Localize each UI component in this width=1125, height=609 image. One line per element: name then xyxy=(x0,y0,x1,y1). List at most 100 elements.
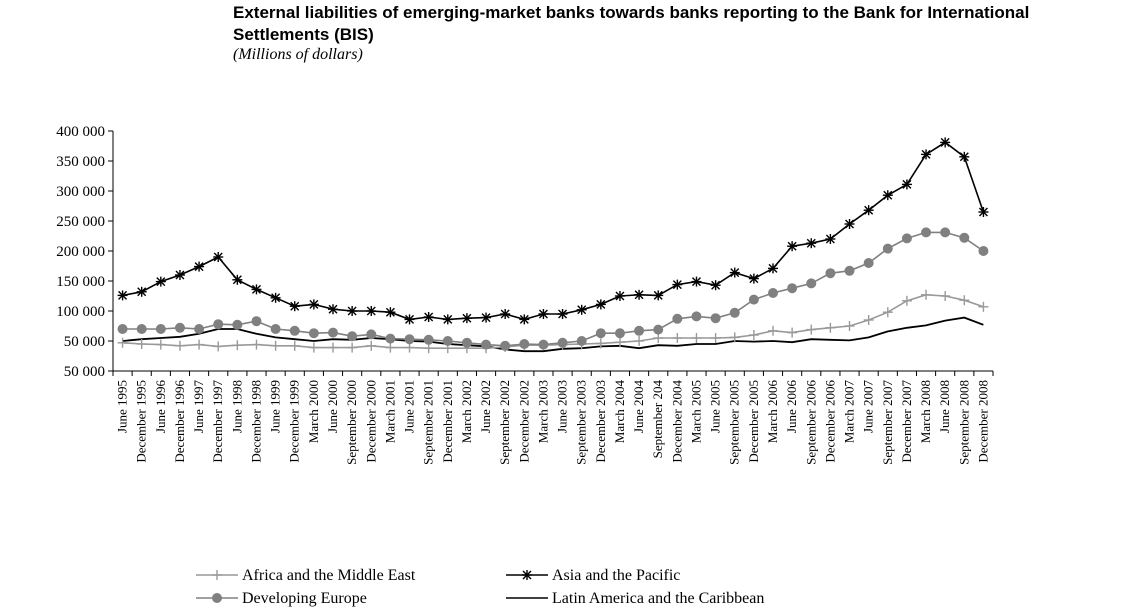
x-tick-label: December 2006 xyxy=(822,380,837,463)
data-point-star xyxy=(653,290,664,301)
x-tick-label: December 1999 xyxy=(287,380,302,463)
data-point-plus xyxy=(212,570,222,580)
x-tick-label: September 2005 xyxy=(727,380,742,465)
data-point-circle xyxy=(634,325,645,336)
data-point-circle xyxy=(289,325,300,336)
data-point-plus xyxy=(328,342,338,353)
data-point-plus xyxy=(194,339,205,350)
x-tick-label: March 2000 xyxy=(306,380,321,443)
x-tick-label: June 2005 xyxy=(708,380,723,433)
data-point-circle xyxy=(251,316,262,327)
data-point-star xyxy=(825,234,836,244)
data-point-plus xyxy=(768,325,778,336)
data-point-plus xyxy=(308,342,319,353)
legend-label: Asia and the Pacific xyxy=(552,567,680,584)
data-point-star xyxy=(672,279,683,290)
chart-title-text: External liabilities of emerging-market … xyxy=(233,3,1030,44)
data-point-star xyxy=(174,270,185,280)
data-point-plus xyxy=(634,336,645,346)
data-point-star xyxy=(308,299,319,310)
data-point-plus xyxy=(825,322,836,333)
data-point-star xyxy=(882,190,893,201)
data-point-plus xyxy=(882,307,893,318)
x-tick-label: September 2003 xyxy=(574,380,589,465)
data-point-plus xyxy=(787,327,798,338)
data-point-star xyxy=(289,301,300,312)
series-line xyxy=(122,316,984,353)
data-point-circle xyxy=(136,324,147,334)
legend-item: Developing Europe xyxy=(196,590,367,607)
data-point-circle xyxy=(921,227,932,238)
legend: Africa and the Middle East Asia and the P… xyxy=(196,567,764,607)
data-point-plus xyxy=(347,342,358,353)
x-tick-label: December 2002 xyxy=(516,380,531,463)
data-point-star xyxy=(595,299,606,310)
x-tick-label: March 2002 xyxy=(459,380,474,443)
data-point-plus xyxy=(117,337,128,348)
data-point-plus xyxy=(270,340,281,351)
x-tick-label: June 2008 xyxy=(937,380,952,433)
data-point-circle xyxy=(557,337,568,348)
data-point-star xyxy=(194,261,205,272)
data-point-circle xyxy=(117,324,128,334)
data-point-circle xyxy=(347,331,358,342)
data-point-plus xyxy=(251,339,262,350)
data-point-circle xyxy=(901,233,912,244)
data-point-plus xyxy=(691,333,702,343)
x-tick-label: June 1996 xyxy=(153,380,168,434)
data-point-plus xyxy=(404,342,415,353)
data-point-star xyxy=(863,205,874,216)
data-point-star xyxy=(710,280,721,291)
data-point-star xyxy=(519,314,530,325)
data-point-circle xyxy=(787,283,798,294)
data-point-star xyxy=(959,151,970,162)
data-point-plus xyxy=(806,324,817,335)
data-point-star xyxy=(538,309,549,319)
data-point-circle xyxy=(595,328,606,339)
x-tick-label: June 2000 xyxy=(325,380,340,433)
data-point-star xyxy=(442,314,453,325)
x-tick-label: September 2000 xyxy=(344,380,359,465)
x-tick-label: December 2007 xyxy=(899,380,914,463)
data-point-plus xyxy=(289,340,300,351)
x-tick-label: June 1997 xyxy=(191,380,206,434)
data-point-circle xyxy=(940,227,951,238)
data-point-circle xyxy=(328,327,338,338)
data-point-star xyxy=(614,291,625,301)
data-point-plus xyxy=(978,301,989,312)
x-tick-label: June 1998 xyxy=(229,380,244,433)
data-point-plus xyxy=(366,340,377,351)
x-tick-label: December 2005 xyxy=(746,380,761,463)
data-point-star xyxy=(748,273,759,284)
legend-item: Asia and the Pacific xyxy=(506,567,680,584)
data-point-circle xyxy=(882,243,893,254)
y-tick-label: 50 000 xyxy=(64,334,105,350)
data-point-circle xyxy=(691,311,702,322)
series-developing-europe xyxy=(117,227,989,351)
data-point-star xyxy=(787,241,798,252)
data-point-star xyxy=(557,309,568,319)
data-point-plus xyxy=(423,343,434,354)
data-point-circle xyxy=(385,333,396,344)
data-point-star xyxy=(270,292,281,303)
data-point-circle xyxy=(748,294,759,305)
data-point-star xyxy=(117,290,128,301)
y-tick-label: 250 000 xyxy=(56,214,105,230)
series-line xyxy=(122,231,984,347)
x-tick-label: June 2003 xyxy=(555,380,570,433)
data-point-circle xyxy=(500,340,511,351)
x-tick-label: September 2007 xyxy=(880,380,895,465)
data-point-star xyxy=(251,284,262,295)
data-point-circle xyxy=(863,258,874,268)
x-tick-label: September 2006 xyxy=(803,380,818,465)
x-tick-label: March 2004 xyxy=(612,380,627,444)
series-latin-america-and-the-caribbean xyxy=(122,316,984,353)
x-tick-label: June 2007 xyxy=(861,380,876,434)
data-point-star xyxy=(806,238,817,249)
x-tick-label: December 1996 xyxy=(172,380,187,463)
data-point-circle xyxy=(653,324,664,335)
x-tick-label: December 2001 xyxy=(440,380,455,463)
data-point-plus xyxy=(213,341,224,352)
x-tick-label: December 2003 xyxy=(593,380,608,463)
data-point-circle xyxy=(442,336,453,346)
